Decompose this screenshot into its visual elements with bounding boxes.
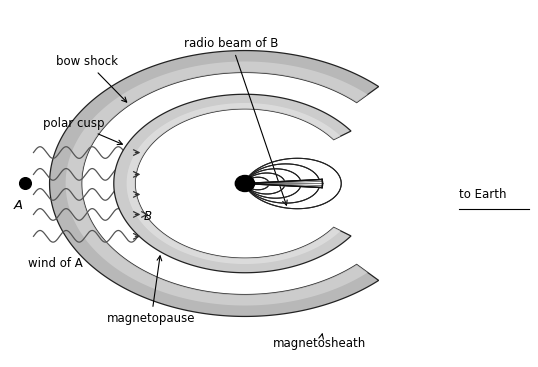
Circle shape — [19, 178, 31, 189]
Polygon shape — [114, 94, 351, 273]
Polygon shape — [245, 179, 322, 188]
Polygon shape — [49, 51, 379, 316]
Polygon shape — [126, 103, 341, 264]
Text: magnetosheath: magnetosheath — [273, 334, 366, 350]
Ellipse shape — [235, 175, 254, 192]
Text: radio beam of B: radio beam of B — [185, 37, 287, 205]
Text: A: A — [14, 199, 23, 212]
Text: to Earth: to Earth — [459, 188, 506, 201]
Text: wind of A: wind of A — [27, 257, 82, 270]
Text: bow shock: bow shock — [56, 55, 126, 102]
Text: B: B — [143, 210, 151, 223]
Polygon shape — [66, 62, 367, 305]
Text: magnetopause: magnetopause — [107, 256, 195, 325]
Text: polar cusp: polar cusp — [43, 117, 122, 145]
